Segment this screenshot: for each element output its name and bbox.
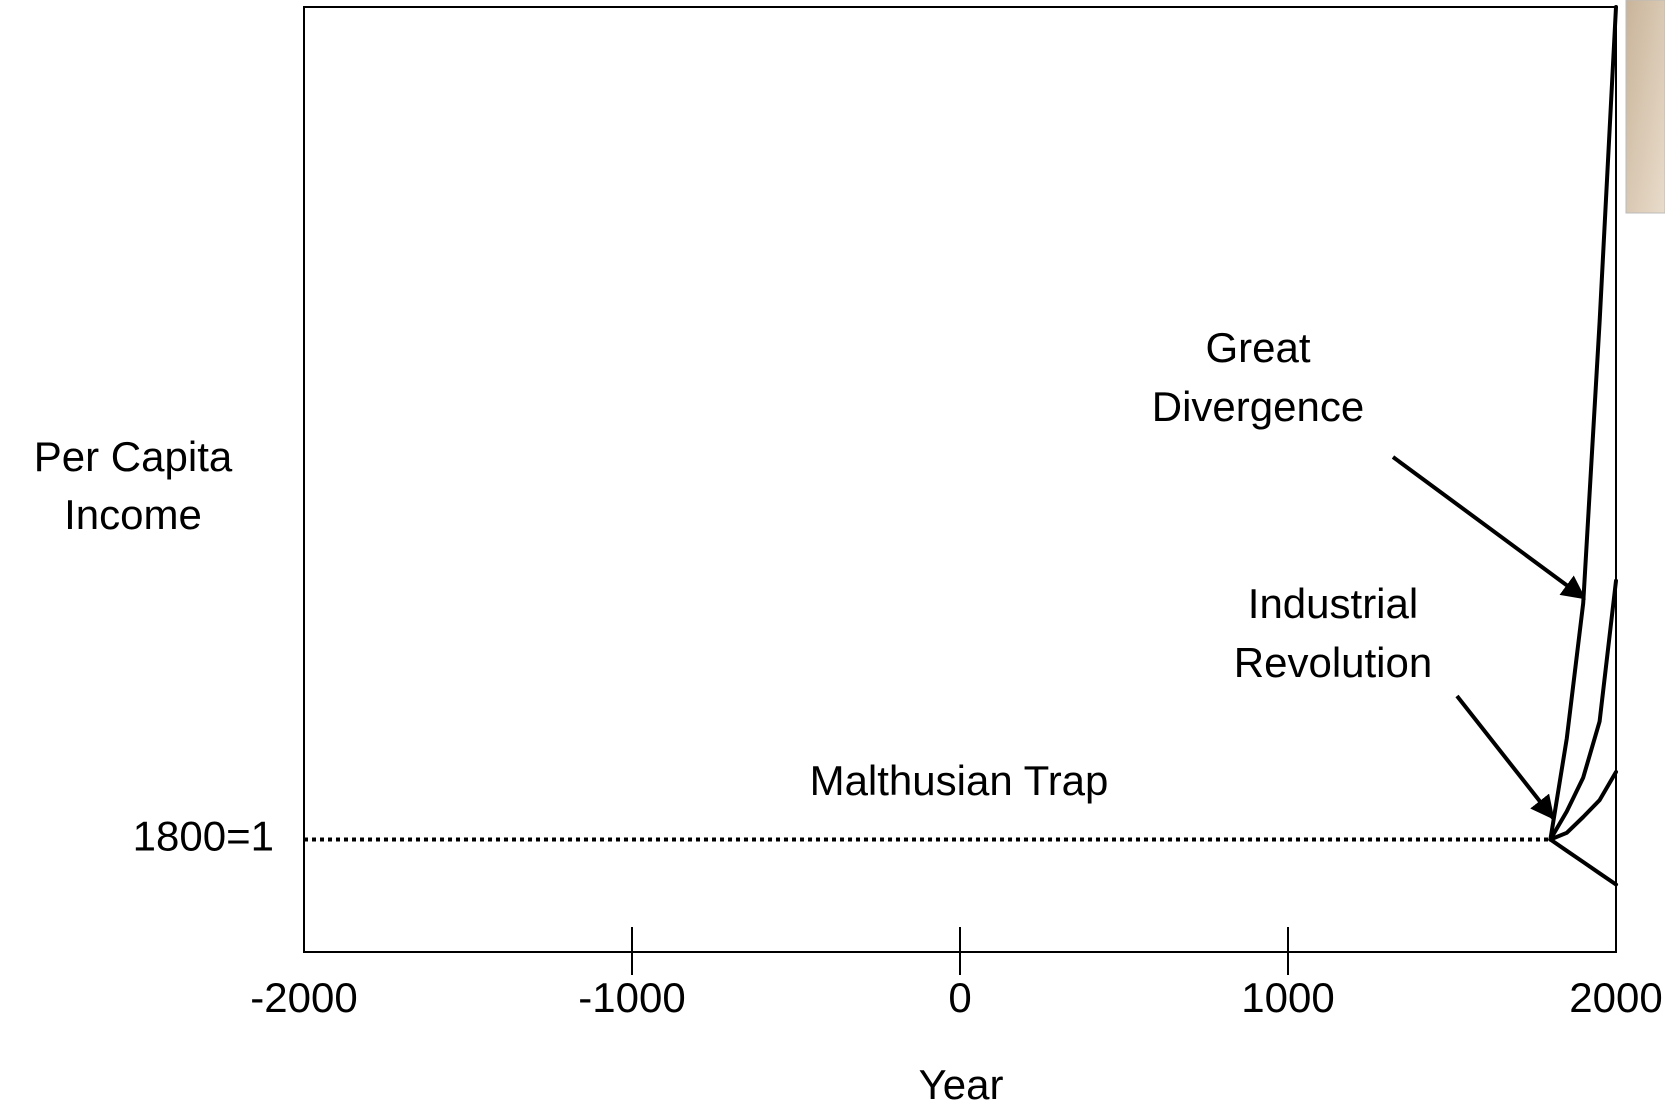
x-tick-label: 2000 (1569, 974, 1662, 1021)
series-line (1548, 5, 1618, 842)
y-axis-label: Income (64, 491, 202, 538)
annotation-arrow (1391, 455, 1586, 600)
x-tick-label: -2000 (250, 974, 357, 1021)
x-tick-label: -1000 (578, 974, 685, 1021)
x-tick-label: 1000 (1241, 974, 1334, 1021)
series-line (1548, 837, 1618, 887)
portrait-photo (1625, 0, 1665, 214)
series-line (1548, 770, 1618, 842)
y-tick-label: 1800=1 (133, 813, 274, 860)
series-line (1548, 578, 1618, 842)
annotation: Revolution (1234, 639, 1432, 686)
plot-frame (303, 6, 1617, 953)
annotation-arrow (1455, 694, 1555, 820)
x-axis-label: Year (919, 1061, 1004, 1108)
x-tick-label: 0 (948, 974, 971, 1021)
annotation: Great (1205, 324, 1310, 371)
annotation: Industrial (1248, 580, 1418, 627)
annotation: Malthusian Trap (810, 757, 1109, 804)
y-axis-label: Per Capita (34, 433, 233, 480)
annotation: Divergence (1152, 383, 1364, 430)
